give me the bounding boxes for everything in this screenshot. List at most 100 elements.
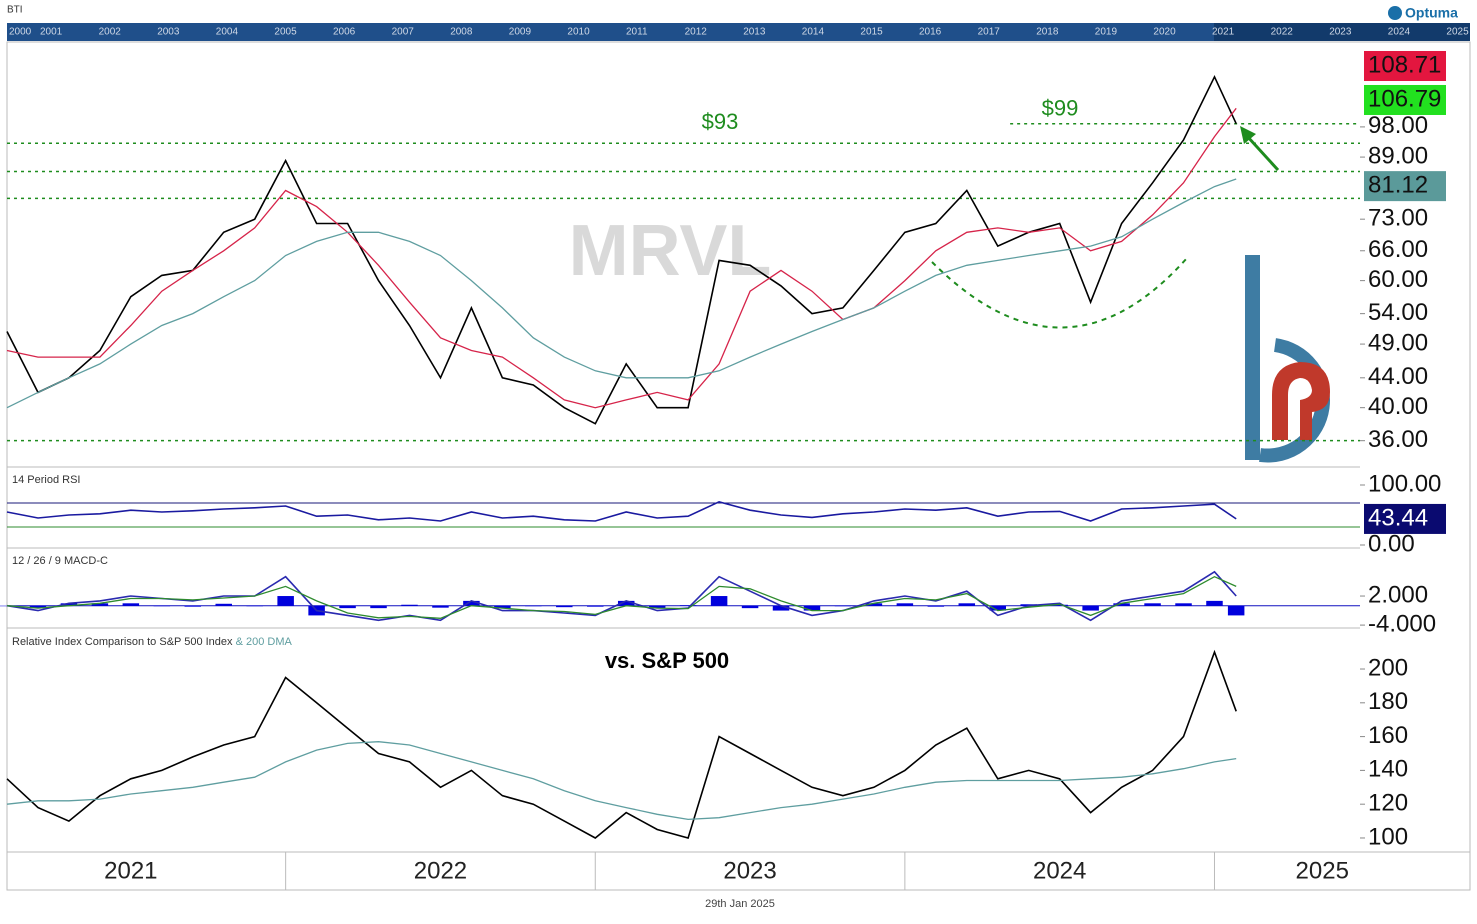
navigator-label: 2009 (509, 27, 532, 38)
histogram-bar (865, 603, 883, 606)
navigator-label: 2024 (1388, 27, 1411, 38)
y-tick-label: 36.00 (1368, 426, 1428, 453)
histogram-bar (432, 605, 449, 608)
series-line (6, 178, 1237, 409)
navigator-label: 2016 (919, 27, 942, 38)
navigator-label: 2011 (626, 27, 648, 38)
navigator-label: 2014 (802, 27, 825, 38)
histogram-bar (339, 605, 356, 609)
price-box (1364, 84, 1446, 115)
y-tick-label: 89.00 (1368, 142, 1428, 169)
watermark: MRVL (569, 211, 772, 291)
y-tick-label: 60.00 (1368, 266, 1428, 293)
histogram-bar (246, 605, 263, 607)
histogram-bar (60, 603, 78, 606)
histogram-bar (215, 603, 232, 606)
histogram-bar (617, 600, 635, 606)
y-tick-label: 140 (1368, 756, 1408, 783)
histogram-bar (1051, 604, 1068, 606)
arrow (1245, 134, 1280, 172)
navigator-label: 2000 (9, 27, 32, 38)
histogram-bar (803, 605, 821, 611)
logo (1245, 255, 1330, 463)
series-line (6, 74, 1237, 425)
navigator-label: 2001 (40, 27, 63, 38)
panel-title: 12 / 26 / 9 MACD-C (12, 555, 108, 567)
y-tick-label: 180 (1368, 688, 1408, 715)
histogram-bar (958, 603, 976, 606)
price-box (1364, 171, 1446, 202)
histogram-bar (1082, 605, 1099, 611)
y-tick-label: 200 (1368, 654, 1408, 681)
navigator-label: 2007 (392, 27, 415, 38)
histogram-bar (184, 605, 202, 607)
y-tick-label: 100 (1368, 823, 1408, 850)
y-tick-label: 49.00 (1368, 329, 1428, 356)
histogram-bar (91, 603, 109, 606)
cup-arc (931, 257, 1188, 329)
navigator-label: 2003 (157, 27, 180, 38)
y-tick-label: 0.00 (1368, 530, 1415, 557)
navigator-label: 2020 (1153, 27, 1176, 38)
navigator-window (7, 23, 1214, 41)
y-tick-label: 54.00 (1368, 299, 1428, 326)
y-tick-label: 66.00 (1368, 236, 1428, 263)
histogram-bar (772, 605, 790, 611)
histogram-bar (556, 605, 573, 608)
navigator-label: 2025 (1446, 27, 1469, 38)
navigator-label: 2004 (216, 27, 239, 38)
navigator-label: 2013 (743, 27, 766, 38)
y-tick-label: 44.00 (1368, 363, 1428, 390)
series-line (6, 570, 1237, 622)
y-tick-label: 160 (1368, 722, 1408, 749)
navigator-label: 2010 (567, 27, 590, 38)
value-label: 43.44 (1368, 504, 1428, 531)
x-tick-label: 2025 (1296, 857, 1349, 884)
navigator-label: 2005 (274, 27, 297, 38)
price-box (1364, 50, 1446, 81)
histogram-bar (29, 605, 47, 609)
histogram-bar (989, 605, 1007, 611)
histogram-bar (1113, 603, 1130, 606)
navigator-label: 2018 (1036, 27, 1059, 38)
navigator-label: 2015 (860, 27, 883, 38)
histogram-bar (1144, 603, 1161, 606)
histogram-bar (494, 605, 511, 609)
navigator-label: 2017 (978, 27, 1001, 38)
navigator-label: 2022 (1271, 27, 1294, 38)
price-label: 106.79 (1368, 85, 1441, 112)
histogram-bar (401, 604, 418, 606)
histogram-bar (153, 605, 171, 607)
series-line (6, 649, 1237, 839)
x-tick-label: 2023 (723, 857, 776, 884)
navigator-label: 2002 (99, 27, 122, 38)
series-line (6, 107, 1237, 409)
histogram-bar (463, 600, 480, 606)
y-tick-label: 40.00 (1368, 393, 1428, 420)
series-line (6, 741, 1237, 821)
level-label: $93 (702, 109, 739, 134)
y-tick-label: -4.000 (1368, 610, 1436, 637)
histogram-bar (710, 596, 728, 606)
navigator-label: 2023 (1329, 27, 1352, 38)
histogram-bar (1175, 603, 1192, 606)
y-tick-label: 98.00 (1368, 112, 1428, 139)
histogram-bar (679, 605, 697, 606)
x-tick-label: 2022 (414, 857, 467, 884)
y-tick-label: 2.000 (1368, 581, 1428, 608)
histogram-bar (370, 605, 387, 609)
price-label: 81.12 (1368, 171, 1428, 198)
histogram-bar (525, 605, 542, 607)
histogram-bar (122, 603, 140, 606)
histogram-bar (834, 605, 852, 607)
navigator-label: 2012 (685, 27, 708, 38)
symbol-label: BTI (7, 5, 23, 16)
histogram-bar (1206, 600, 1223, 606)
legend-entry: Relative Index Comparison to S&P 500 Ind… (12, 636, 233, 648)
navigator-label: 2008 (450, 27, 473, 38)
legend-entry: & 200 DMA (236, 636, 293, 648)
histogram-bar (587, 605, 604, 607)
series-line (6, 575, 1237, 619)
y-tick-label: 120 (1368, 790, 1408, 817)
